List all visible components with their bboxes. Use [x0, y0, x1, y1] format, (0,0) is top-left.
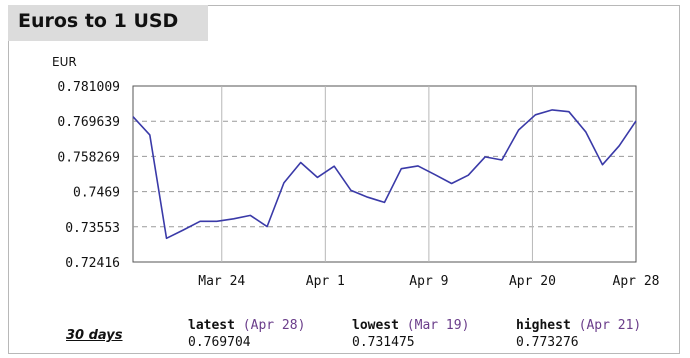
y-tick-label: 0.781009	[57, 80, 120, 95]
x-tick-label: Apr 9	[409, 274, 448, 289]
range-30-days-link[interactable]: 30 days	[66, 328, 123, 343]
title-bar	[8, 5, 208, 41]
y-tick-label: 0.769639	[57, 115, 120, 130]
x-tick-label: Mar 24	[198, 274, 245, 289]
stat-latest-value: 0.769704	[188, 335, 251, 350]
y-tick-label: 0.73553	[65, 221, 120, 236]
stat-lowest-label: lowest	[352, 318, 399, 333]
stat-highest-label: highest	[516, 318, 571, 333]
stat-lowest-date: (Mar 19)	[406, 318, 470, 333]
stat-latest-date: (Apr 28)	[242, 318, 306, 333]
stat-highest-value: 0.773276	[516, 335, 579, 350]
stat-highest: highest (Apr 21)	[516, 318, 641, 333]
y-axis-title: EUR	[52, 55, 77, 69]
plot-area-border	[132, 85, 637, 263]
y-tick-label: 0.7469	[73, 186, 120, 201]
series-line	[132, 109, 637, 240]
x-tick-label: Apr 20	[509, 274, 556, 289]
y-tick-label: 0.758269	[57, 150, 120, 165]
stat-latest-label: latest	[188, 318, 235, 333]
x-tick-label: Apr 28	[613, 274, 660, 289]
stat-latest: latest (Apr 28)	[188, 318, 305, 333]
stat-lowest: lowest (Mar 19)	[352, 318, 469, 333]
y-tick-label: 0.72416	[65, 256, 120, 271]
stat-lowest-value: 0.731475	[352, 335, 415, 350]
x-tick-label: Apr 1	[306, 274, 345, 289]
chart-title: Euros to 1 USD	[18, 10, 179, 32]
stat-highest-date: (Apr 21)	[578, 318, 642, 333]
